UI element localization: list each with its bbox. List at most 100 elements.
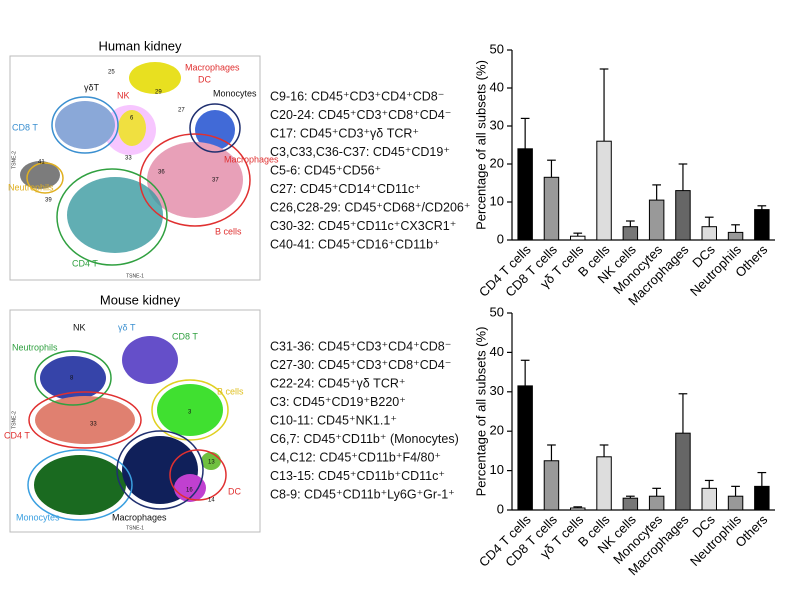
y-axis-label: Percentage of all subsets (%) (473, 327, 488, 497)
tsne-y-label: TSNE-2 (11, 411, 17, 429)
cluster-blob (67, 177, 163, 253)
cluster-number: 25 (108, 70, 115, 76)
cluster-blob (157, 384, 223, 436)
cluster-outline (34, 350, 112, 406)
cluster-outline (116, 430, 204, 510)
bar (648, 199, 665, 241)
cluster-outline (139, 133, 251, 227)
cluster-number: 8 (70, 376, 74, 382)
y-tick-label: 20 (490, 155, 504, 170)
cluster-label: Monocytes (16, 512, 60, 522)
y-axis-label: Percentage of all subsets (%) (473, 60, 488, 230)
tsne-y-label: TSNE-2 (11, 151, 17, 169)
y-tick-label: 30 (490, 117, 504, 132)
marker-line: C22-24: CD45⁺γδ TCR⁺ (270, 376, 405, 390)
cluster-label: CD4 T (4, 430, 30, 440)
cluster-number: 13 (208, 460, 215, 466)
cluster-number: 36 (158, 170, 165, 176)
y-tick-label: 40 (490, 79, 504, 94)
cluster-label: CD8 T (12, 122, 38, 132)
bar (754, 209, 770, 241)
marker-lists: C9-16: CD45⁺CD3⁺CD4⁺CD8⁻ C20-24: CD45⁺CD3… (270, 89, 470, 501)
cluster-number: 39 (45, 198, 52, 204)
marker-line: C3,C33,C36-C37: CD45⁺CD19⁺ (270, 145, 450, 159)
panel-title: Mouse kidney (100, 292, 181, 307)
cluster-outline (27, 449, 133, 521)
cluster-label: γδT (84, 82, 100, 92)
cluster-number: 14 (208, 498, 215, 504)
mouse-tsne: Mouse kidney NK γδ T CD8 T Neutrophils B… (4, 292, 261, 533)
cluster-blob (122, 336, 178, 384)
cluster-label: Neutrophils (8, 182, 54, 192)
bar (622, 226, 639, 241)
bar (517, 385, 533, 511)
cluster-label: DC (228, 486, 241, 496)
cluster-blob (195, 110, 235, 150)
bar (543, 176, 560, 241)
cluster-number: 27 (178, 108, 185, 114)
cluster-blob (35, 396, 135, 444)
cluster-label: CD8 T (172, 331, 198, 341)
cluster-outline (189, 103, 241, 153)
marker-line: C20-24: CD45⁺CD3⁺CD8⁺CD4⁻ (270, 108, 451, 122)
marker-line: C3: CD45⁺CD19⁺B220⁺ (270, 395, 406, 409)
tsne-x-label: TSNE-1 (126, 273, 144, 279)
cluster-outline (28, 391, 142, 449)
bar (596, 140, 612, 241)
cluster-blob (129, 62, 181, 94)
bar (675, 190, 691, 241)
bar (622, 497, 639, 511)
marker-line: C13-15: CD45⁺CD11b⁺CD11c⁺ (270, 469, 445, 483)
bar (701, 226, 717, 241)
marker-line: C40-41: CD45⁺CD16⁺CD11b⁺ (270, 237, 440, 251)
marker-line: C17: CD45⁺CD3⁺γδ TCR⁺ (270, 126, 419, 140)
cluster-label: Macrophages (185, 62, 240, 72)
human-tsne: Human kidney Macrophages DC Monocytes NK… (8, 38, 279, 281)
marker-line: C30-32: CD45⁺CD11c⁺CX3CR1⁺ (270, 219, 456, 233)
cluster-number: 33 (125, 156, 132, 162)
cluster-label: DC (198, 74, 211, 84)
y-tick-label: 10 (490, 462, 504, 477)
marker-line: C8-9: CD45⁺CD11b⁺Ly6G⁺Gr-1⁺ (270, 487, 455, 501)
cluster-label: NK (73, 322, 86, 332)
bar (648, 495, 665, 511)
cluster-outline (169, 449, 227, 501)
marker-line: C27: CD45⁺CD14⁺CD11c⁺ (270, 182, 421, 196)
y-tick-label: 10 (490, 193, 504, 208)
cluster-label: NK (117, 90, 130, 100)
cluster-label: CD4 T (72, 258, 98, 268)
bar (701, 487, 717, 511)
cluster-blob (55, 101, 115, 149)
cluster-label: B cells (217, 386, 244, 396)
cluster-number: 33 (90, 422, 97, 428)
marker-line: C10-11: CD45⁺NK1.1⁺ (270, 413, 397, 427)
bar (570, 235, 586, 241)
cluster-outline (26, 162, 64, 194)
marker-line: C4,C12: CD45⁺CD11b⁺F4/80⁺ (270, 450, 441, 464)
cluster-blob (118, 110, 146, 146)
panel-title: Human kidney (98, 38, 182, 53)
bar (570, 507, 586, 511)
cluster-blob (147, 142, 243, 218)
y-tick-label: 0 (497, 501, 504, 516)
marker-line: C5-6: CD45⁺CD56⁺ (270, 163, 381, 177)
cluster-number: 37 (212, 178, 219, 184)
cluster-outline (56, 168, 168, 266)
cluster-label: γδ T (118, 322, 136, 332)
marker-line: C9-16: CD45⁺CD3⁺CD4⁺CD8⁻ (270, 89, 444, 103)
y-tick-label: 50 (490, 41, 504, 56)
y-tick-label: 0 (497, 231, 504, 246)
cluster-number: 6 (130, 116, 134, 122)
cluster-label: Monocytes (213, 88, 257, 98)
marker-line: C27-30: CD45⁺CD3⁺CD8⁺CD4⁻ (270, 358, 451, 372)
cluster-blob (40, 356, 106, 400)
cluster-number: 29 (155, 90, 162, 96)
y-tick-label: 30 (490, 383, 504, 398)
y-tick-label: 50 (490, 304, 504, 319)
bar (517, 148, 533, 241)
bar (596, 456, 612, 511)
cluster-outline (51, 96, 119, 154)
cluster-blob (20, 161, 60, 189)
